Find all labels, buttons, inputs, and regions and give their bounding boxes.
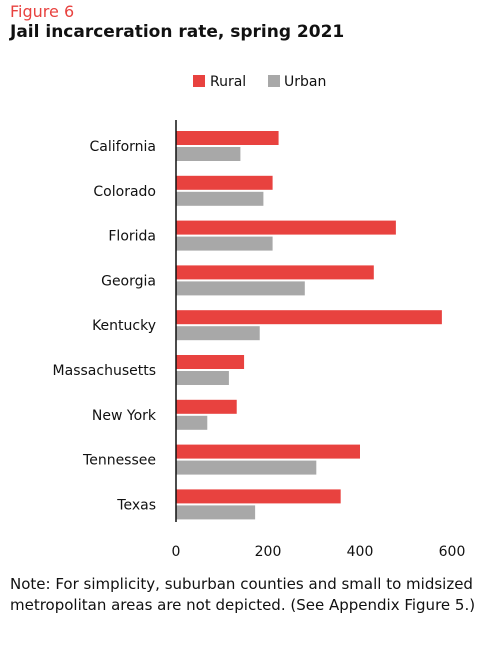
x-tick-label: 600 xyxy=(439,544,466,560)
legend-label-urban: Urban xyxy=(284,74,326,90)
bar-urban-colorado xyxy=(176,191,264,206)
category-label: Colorado xyxy=(93,184,156,200)
bar-chart: Rural Urban California Colorado Florida Geor… xyxy=(53,74,466,560)
category-label: Georgia xyxy=(101,273,156,289)
bar-urban-kentucky xyxy=(176,326,260,341)
bar-rural-california xyxy=(176,131,279,145)
bar-urban-california xyxy=(176,147,241,161)
category-label: Florida xyxy=(108,229,156,245)
category-label: Kentucky xyxy=(92,318,156,334)
legend-swatch-rural xyxy=(193,75,205,87)
chart-title: Jail incarceration rate, spring 2021 xyxy=(10,22,345,42)
x-tick-label: 200 xyxy=(255,544,282,560)
x-tick-label: 400 xyxy=(347,544,374,560)
figure-label: Figure 6 xyxy=(10,2,75,21)
category-label: Texas xyxy=(116,497,156,513)
bar-urban-tennessee xyxy=(176,460,317,475)
bar-rural-texas xyxy=(176,489,341,504)
category-labels: California Colorado Florida Georgia Kentucky… xyxy=(53,139,157,513)
category-label: New York xyxy=(92,408,157,424)
bar-urban-massachusetts xyxy=(176,371,229,385)
chart-note: Note: For simplicity, suburban counties … xyxy=(10,575,476,614)
x-axis: 0 200 400 600 xyxy=(172,120,466,560)
bar-urban-texas xyxy=(176,505,256,520)
legend: Rural Urban xyxy=(193,74,326,90)
bar-urban-georgia xyxy=(176,281,305,296)
bar-rural-new-york xyxy=(176,399,237,414)
bar-rural-georgia xyxy=(176,265,374,280)
bar-rural-colorado xyxy=(176,175,273,190)
legend-label-rural: Rural xyxy=(210,74,246,90)
bar-rural-kentucky xyxy=(176,310,442,325)
bar-rural-massachusetts xyxy=(176,355,245,369)
bar-rural-florida xyxy=(176,220,396,235)
category-label: Massachusetts xyxy=(53,363,156,379)
legend-swatch-urban xyxy=(268,75,280,87)
bar-urban-new-york xyxy=(176,415,208,430)
category-label: California xyxy=(90,139,156,155)
x-tick-label: 0 xyxy=(172,544,181,560)
bars-group xyxy=(176,131,442,520)
bar-rural-tennessee xyxy=(176,444,360,459)
category-label: Tennessee xyxy=(82,453,156,469)
bar-urban-florida xyxy=(176,236,273,251)
